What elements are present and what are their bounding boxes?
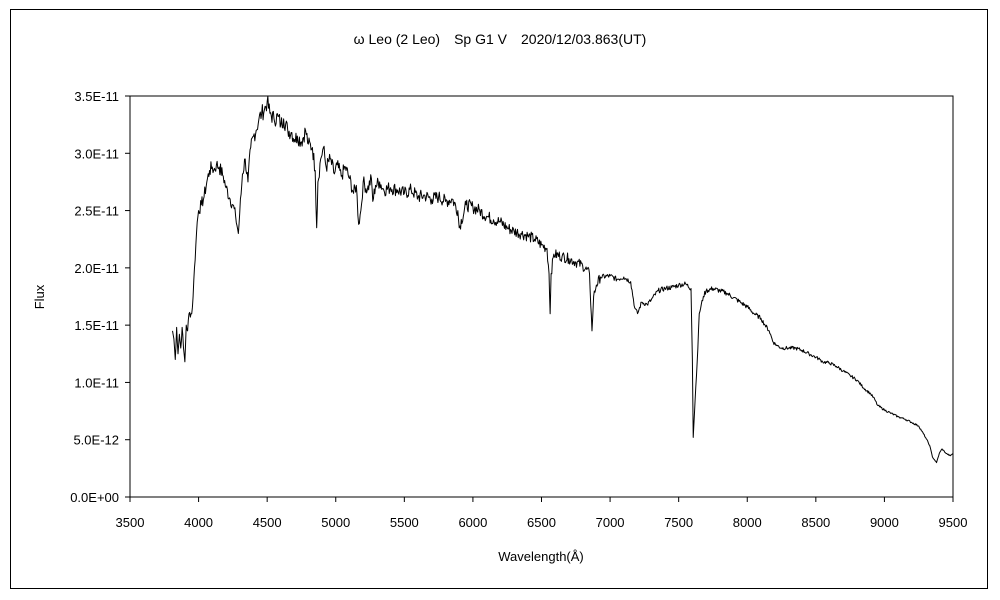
- y-tick-label: 1.5E-11: [74, 318, 119, 333]
- chart-title: ω Leo (2 Leo) Sp G1 V 2020/12/03.863(UT): [354, 31, 647, 47]
- x-tick-label: 8500: [801, 515, 830, 530]
- y-axis-label: Flux: [32, 284, 47, 309]
- y-tick-label: 3.0E-11: [74, 146, 119, 161]
- y-tick-label: 2.5E-11: [74, 204, 119, 219]
- x-tick-label: 5500: [390, 515, 419, 530]
- x-axis-label: Wavelength(Å): [498, 549, 584, 564]
- x-tick-label: 6000: [458, 515, 487, 530]
- x-tick-label: 9500: [939, 515, 968, 530]
- flux-spectrum-line: [172, 95, 954, 464]
- x-tick-label: 7000: [596, 515, 625, 530]
- y-tick-label: 5.0E-12: [73, 433, 119, 448]
- y-tick-label: 0.0E+00: [70, 490, 119, 505]
- y-tick-label: 1.0E-11: [74, 375, 119, 390]
- x-tick-label: 3500: [116, 515, 145, 530]
- plot-area: [129, 95, 954, 498]
- y-tick-label: 3.5E-11: [74, 89, 119, 104]
- x-tick-label: 4000: [184, 515, 213, 530]
- x-tick-label: 6500: [527, 515, 556, 530]
- x-tick-label: 7500: [664, 515, 693, 530]
- x-tick-label: 8000: [733, 515, 762, 530]
- y-tick-label: 2.0E-11: [74, 261, 119, 276]
- x-tick-label: 4500: [253, 515, 282, 530]
- x-tick-label: 9000: [870, 515, 899, 530]
- y-axis-ticks: 0.0E+00 5.0E-12 1.0E-11 1.5E-11 2.0E-11 2.5E-…: [70, 89, 130, 505]
- x-axis-ticks: 3500 4000 4500 5000 5500 6000 6500 7000 7500 8000…: [116, 497, 968, 530]
- x-tick-label: 5000: [321, 515, 350, 530]
